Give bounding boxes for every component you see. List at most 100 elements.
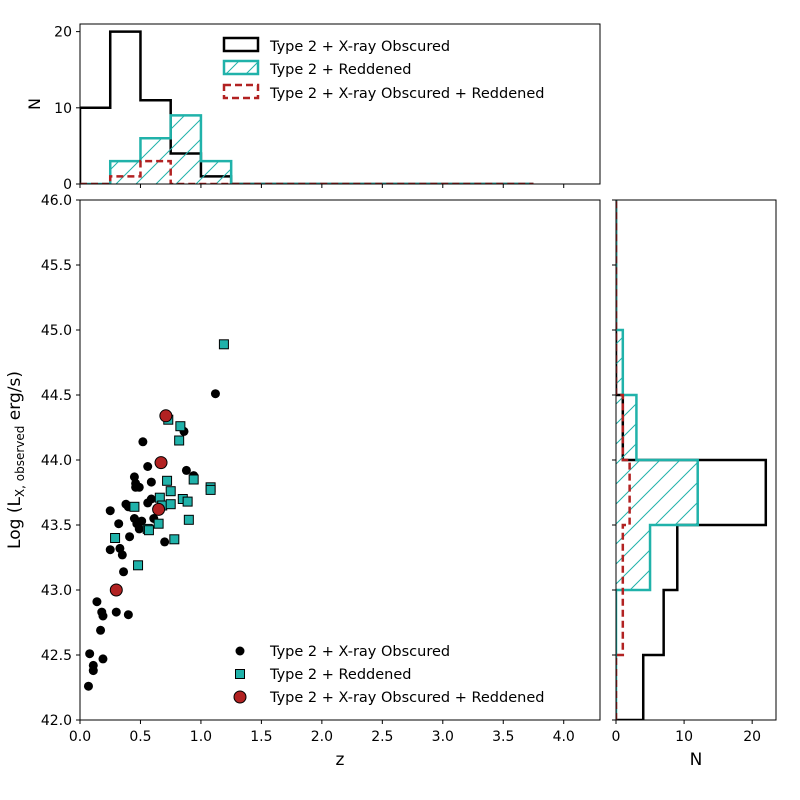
top-legend-swatch-reddened — [222, 59, 260, 76]
scatter-frame — [79, 199, 601, 721]
point-obscured — [111, 607, 121, 617]
point-reddened — [182, 496, 193, 507]
top-hist-bar-fill — [110, 161, 141, 184]
top-hist-frame — [79, 23, 601, 185]
scatter-ylabel-tail: erg/s) — [5, 371, 25, 426]
right-hist-frame — [615, 199, 777, 721]
point-obscured — [137, 516, 147, 526]
point-obscured — [117, 550, 127, 560]
scatter-ytick-label: 42.0 — [41, 713, 72, 729]
top-ytick-label: 10 — [54, 101, 72, 117]
point-reddened — [162, 475, 173, 486]
scatter-ylabel-main: Log (L — [5, 497, 25, 549]
point-obscured — [125, 532, 135, 542]
scatter-ytick-label: 46.0 — [41, 193, 72, 209]
point-obscured — [160, 537, 170, 547]
top-legend-swatch-both — [222, 83, 260, 100]
point-obscured — [98, 654, 108, 664]
point-obscured — [114, 519, 124, 529]
scatter-xtick-label: 1.5 — [250, 729, 272, 745]
top-legend-label-obscured: Type 2 + X-ray Obscured — [269, 39, 450, 55]
point-obscured-reddened — [154, 456, 168, 470]
right-xtick-label: 0 — [612, 729, 621, 745]
scatter-ytick-label: 44.0 — [41, 453, 72, 469]
right-hist-series — [616, 200, 768, 720]
point-reddened — [153, 518, 164, 529]
top-legend: Type 2 + X-ray Obscured Type 2 + Reddene… — [222, 36, 544, 102]
scatter-ytick-label: 42.5 — [41, 648, 72, 664]
right-xtick-label: 10 — [675, 729, 693, 745]
scatter-xtick-label: 2.5 — [371, 729, 393, 745]
scatter-plot: 0.0 0.5 1.0 1.5 2.0 2.5 3.0 3.5 4.0 42.0 42.5 43.0 4… — [5, 193, 601, 770]
right-hist-xlabel: N — [690, 750, 703, 770]
top-hist-bar-fill — [200, 161, 232, 184]
top-hist-series — [80, 30, 534, 184]
point-obscured — [119, 567, 129, 577]
point-obscured-reddened — [109, 583, 123, 597]
scatter-series — [83, 339, 229, 691]
top-ytick-label: 20 — [54, 25, 72, 41]
point-obscured — [181, 465, 191, 475]
point-reddened — [165, 486, 176, 497]
point-obscured — [146, 494, 156, 504]
top-hist-step-1 — [80, 114, 534, 184]
top-hist-ylabel: N — [25, 98, 44, 110]
scatter-legend-label-obscured: Type 2 + X-ray Obscured — [269, 644, 450, 660]
point-reddened — [174, 435, 185, 446]
right-hist-step-2 — [616, 200, 631, 720]
scatter-ylabel: Log (LX, observed erg/s) — [5, 371, 27, 549]
top-ytick-label: 0 — [63, 177, 72, 193]
top-histogram: 0 10 20 N Type 2 + X-ray Obscured Type 2 +… — [25, 23, 601, 193]
scatter-ytick-label: 44.5 — [41, 388, 72, 404]
scatter-ticks: 0.0 0.5 1.0 1.5 2.0 2.5 3.0 3.5 4.0 42.0 42.5 43.0 4… — [41, 193, 575, 745]
top-hist-bar-fill — [140, 138, 171, 184]
point-reddened — [218, 339, 229, 350]
top-legend-label-reddened: Type 2 + Reddened — [269, 62, 412, 78]
right-hist-bar-fill — [616, 525, 651, 590]
top-legend-swatch-obscured — [222, 36, 260, 53]
point-obscured — [83, 681, 93, 691]
top-legend-label-both: Type 2 + X-ray Obscured + Reddened — [269, 86, 544, 102]
point-reddened — [205, 484, 216, 495]
point-obscured — [88, 666, 98, 676]
right-hist-bar-fill — [616, 460, 698, 525]
point-reddened — [129, 501, 140, 512]
point-obscured — [98, 611, 108, 621]
point-reddened — [188, 474, 199, 485]
scatter-ytick-label: 43.5 — [41, 518, 72, 534]
scatter-legend: Type 2 + X-ray Obscured Type 2 + Reddene… — [233, 644, 544, 706]
scatter-ytick-label: 45.5 — [41, 258, 72, 274]
point-reddened — [175, 421, 186, 432]
point-reddened — [110, 533, 121, 543]
point-reddened — [183, 514, 194, 525]
right-xtick-label: 20 — [743, 729, 761, 745]
scatter-legend-marker-obscured — [235, 646, 245, 656]
scatter-xtick-label: 4.0 — [553, 729, 575, 745]
top-hist-step-2 — [80, 159, 534, 184]
point-obscured — [85, 649, 95, 659]
scatter-legend-label-both: Type 2 + X-ray Obscured + Reddened — [269, 690, 544, 706]
point-obscured — [146, 477, 156, 487]
point-obscured — [105, 545, 115, 555]
point-reddened — [133, 560, 144, 571]
scatter-xlabel: z — [336, 750, 345, 770]
top-hist-bar-fill — [170, 115, 201, 184]
point-reddened — [143, 525, 154, 536]
right-histogram: 0 10 20 N — [612, 199, 777, 770]
scatter-xtick-label: 3.5 — [492, 729, 514, 745]
point-obscured — [143, 462, 153, 471]
right-hist-step-0 — [616, 200, 768, 720]
point-obscured — [123, 610, 133, 620]
point-obscured — [134, 524, 144, 534]
right-hist-ticks: 0 10 20 — [612, 199, 761, 745]
scatter-xtick-label: 0.5 — [129, 729, 151, 745]
point-obscured-reddened — [152, 502, 166, 516]
point-reddened — [165, 499, 176, 510]
scatter-xtick-label: 1.0 — [190, 729, 212, 745]
point-reddened — [169, 534, 180, 545]
top-hist-ticks: 0 10 20 — [54, 25, 565, 193]
scatter-xtick-label: 3.0 — [432, 729, 454, 745]
right-hist-bar-fill — [616, 330, 623, 395]
scatter-legend-label-reddened: Type 2 + Reddened — [269, 667, 412, 683]
